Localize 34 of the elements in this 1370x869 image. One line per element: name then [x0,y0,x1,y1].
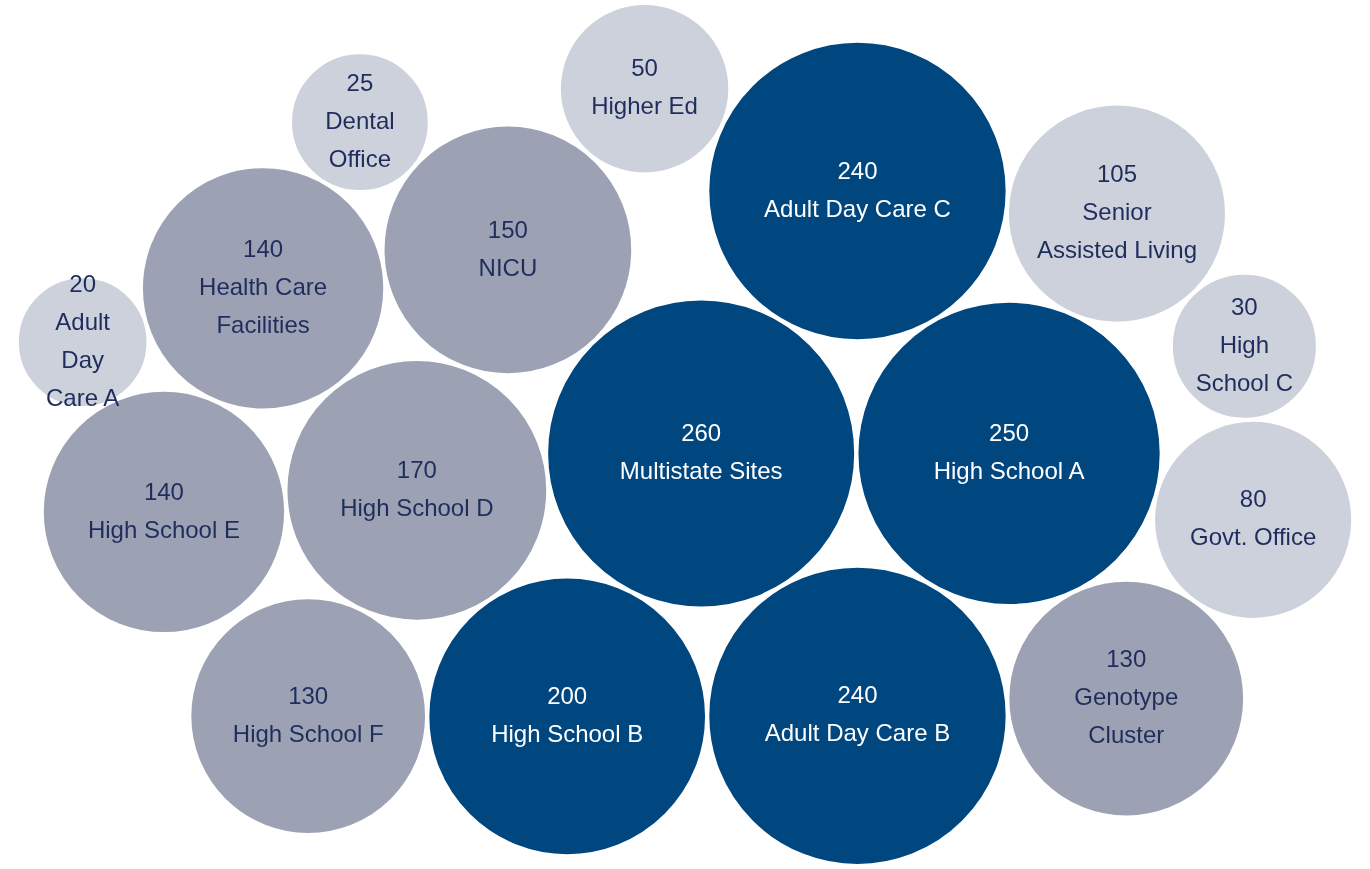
data-label: 240 [837,681,878,709]
data-label: 250 [989,419,1030,447]
category-label: High School B [491,720,644,747]
category-label: Govt. Office [1189,523,1317,551]
data-label: 150 [487,215,528,243]
category-label: Adult Day Care B [764,719,951,747]
category-label: Adult Day Care A [45,307,120,411]
category-label: High School E [87,515,240,543]
data-label: 260 [681,419,722,447]
category-label: Dental Office [325,106,395,172]
data-label: 140 [243,234,284,262]
data-label: 140 [143,477,184,505]
category-label: Senior Assisted Living [1036,198,1198,264]
category-label: Adult Day Care C [764,194,951,222]
data-label: 80 [1239,485,1267,513]
category-label: High School D [340,493,494,521]
data-label: 105 [1096,160,1137,188]
category-label: Health Care Facilities [199,272,328,338]
category-label: Genotype Cluster [1074,683,1179,749]
data-label: 20 [69,269,96,297]
category-label: High School A [933,457,1085,485]
category-label: Multistate Sites [619,457,783,485]
data-label: 130 [288,681,329,709]
data-label: 240 [837,156,878,184]
data-label: 170 [396,455,437,483]
data-label: 200 [547,682,588,709]
data-label: 25 [346,68,374,96]
category-label: High School F [232,719,384,747]
data-label: 30 [1231,292,1258,320]
data-label: 130 [1106,645,1147,673]
category-label: Higher Ed [591,92,698,120]
data-label: 50 [631,54,658,82]
category-label: High School C [1195,330,1294,396]
category-label: NICU [478,253,538,281]
